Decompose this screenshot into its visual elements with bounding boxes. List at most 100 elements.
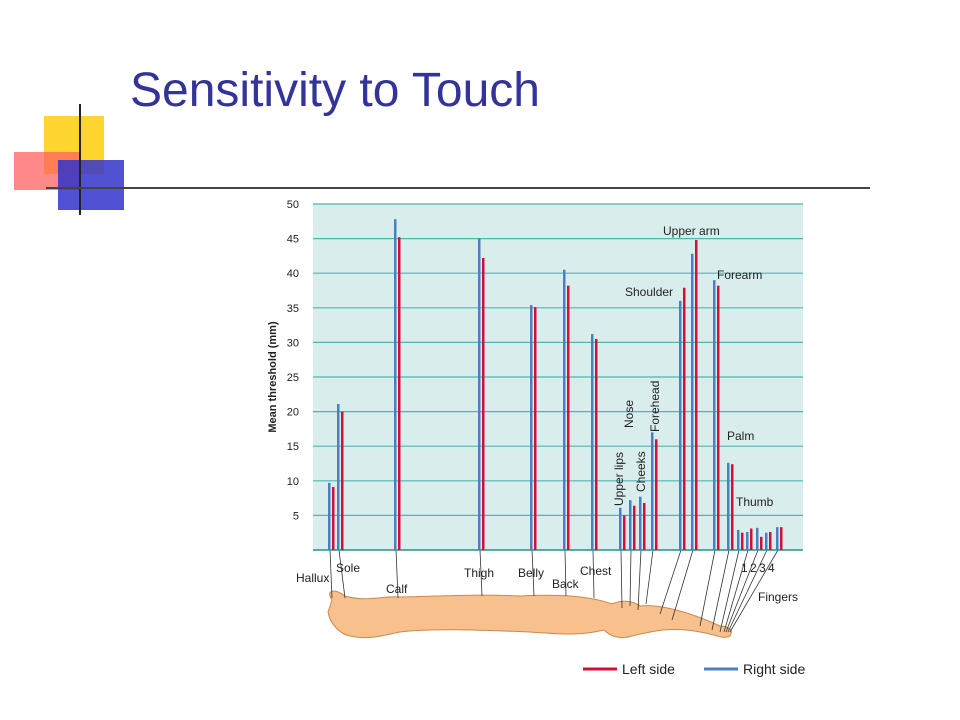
- leader-line: [329, 549, 333, 599]
- leader-line: [711, 549, 730, 631]
- bar: [563, 269, 566, 550]
- x-tick-label: 2: [750, 561, 757, 575]
- bar: [765, 532, 768, 550]
- bar: [394, 219, 397, 550]
- x-tick-label: Upper arm: [663, 224, 720, 238]
- bar: [341, 411, 344, 550]
- leader-line: [671, 549, 694, 621]
- bar: [619, 507, 622, 550]
- bar: [639, 496, 642, 550]
- bar: [741, 532, 744, 550]
- x-tick-label: Thumb: [736, 495, 774, 509]
- y-tick-label: 20: [287, 407, 299, 419]
- legend-label: Right side: [743, 661, 805, 677]
- bar: [731, 464, 734, 550]
- x-tick-label: Forearm: [717, 268, 762, 282]
- x-tick-label: Forehead: [648, 381, 662, 432]
- leader-line: [729, 549, 779, 633]
- bar: [769, 532, 772, 550]
- leader-line: [727, 549, 768, 633]
- bar: [534, 307, 537, 550]
- bar: [776, 527, 779, 550]
- y-axis-label: Mean threshold (mm): [267, 321, 279, 433]
- y-tick-label: 30: [287, 337, 299, 349]
- leader-line: [699, 549, 716, 627]
- bar: [746, 532, 749, 550]
- y-tick-label: 35: [287, 303, 299, 315]
- bar: [332, 487, 335, 550]
- bar: [691, 253, 694, 550]
- leader-line: [395, 549, 399, 599]
- x-tick-label: 3: [759, 561, 766, 575]
- bar: [750, 528, 753, 550]
- x-tick-label: Thigh: [464, 566, 494, 580]
- y-tick-label: 15: [287, 441, 299, 453]
- bar: [629, 500, 632, 550]
- bar: [651, 432, 654, 550]
- bar: [623, 515, 626, 550]
- y-tick-label: 25: [287, 372, 299, 384]
- x-tick-label: Sole: [336, 561, 360, 575]
- leader-line: [620, 549, 623, 609]
- bar: [737, 529, 740, 550]
- y-tick-label: 40: [287, 268, 299, 280]
- x-tick-label: 4: [768, 561, 775, 575]
- x-tick-label: Back: [552, 577, 580, 591]
- bar: [398, 237, 401, 550]
- leader-line: [592, 549, 595, 599]
- bar: [655, 439, 658, 550]
- x-tick-label: Upper lips: [612, 452, 626, 506]
- slide-title: Sensitivity to Touch: [130, 64, 540, 117]
- leader-line: [564, 549, 567, 597]
- x-tick-label: Hallux: [296, 571, 329, 585]
- bar: [633, 505, 636, 550]
- bar: [679, 300, 682, 550]
- legend-label: Left side: [622, 661, 675, 677]
- bar: [643, 502, 646, 550]
- bar: [760, 536, 763, 550]
- bar: [591, 334, 594, 550]
- leader-line: [645, 549, 654, 605]
- bar: [683, 287, 686, 550]
- leader-line: [659, 549, 682, 615]
- bar: [567, 285, 570, 550]
- bar: [328, 482, 331, 550]
- bar: [727, 462, 730, 550]
- y-tick-label: 50: [287, 199, 299, 211]
- bar: [337, 403, 340, 550]
- leader-line: [725, 549, 759, 633]
- x-tick-label: Palm: [727, 429, 754, 443]
- bar: [717, 285, 720, 550]
- leader-line: [723, 549, 749, 633]
- x-tick-label: 1: [741, 561, 748, 575]
- x-tick-label: Belly: [518, 566, 544, 580]
- bar: [482, 257, 485, 550]
- x-tick-label: Chest: [580, 564, 612, 578]
- bar: [756, 527, 759, 550]
- decoration: [14, 104, 870, 215]
- leader-line: [479, 549, 483, 597]
- leader-line: [531, 549, 535, 597]
- bar: [530, 305, 533, 550]
- y-tick-label: 5: [293, 510, 299, 522]
- bar: [478, 238, 481, 550]
- body: [327, 590, 732, 639]
- bar: [713, 280, 716, 550]
- legend: Left side Right side: [583, 661, 805, 677]
- leader-line: [719, 549, 740, 633]
- x-tick-label: Cheeks: [634, 451, 648, 492]
- leader-line: [629, 549, 632, 607]
- bar: [595, 338, 598, 550]
- annotation: Fingers: [758, 590, 798, 604]
- x-tick-label: Calf: [386, 582, 408, 596]
- x-tick-label: Shoulder: [625, 285, 673, 299]
- leader-line: [637, 549, 642, 611]
- x-tick-label: Nose: [622, 400, 636, 428]
- bar: [780, 527, 783, 550]
- y-tick-label: 45: [287, 234, 299, 246]
- y-tick-label: 10: [287, 476, 299, 488]
- leader-line: [338, 549, 346, 599]
- bar: [695, 239, 698, 550]
- leader-lines: [329, 549, 779, 633]
